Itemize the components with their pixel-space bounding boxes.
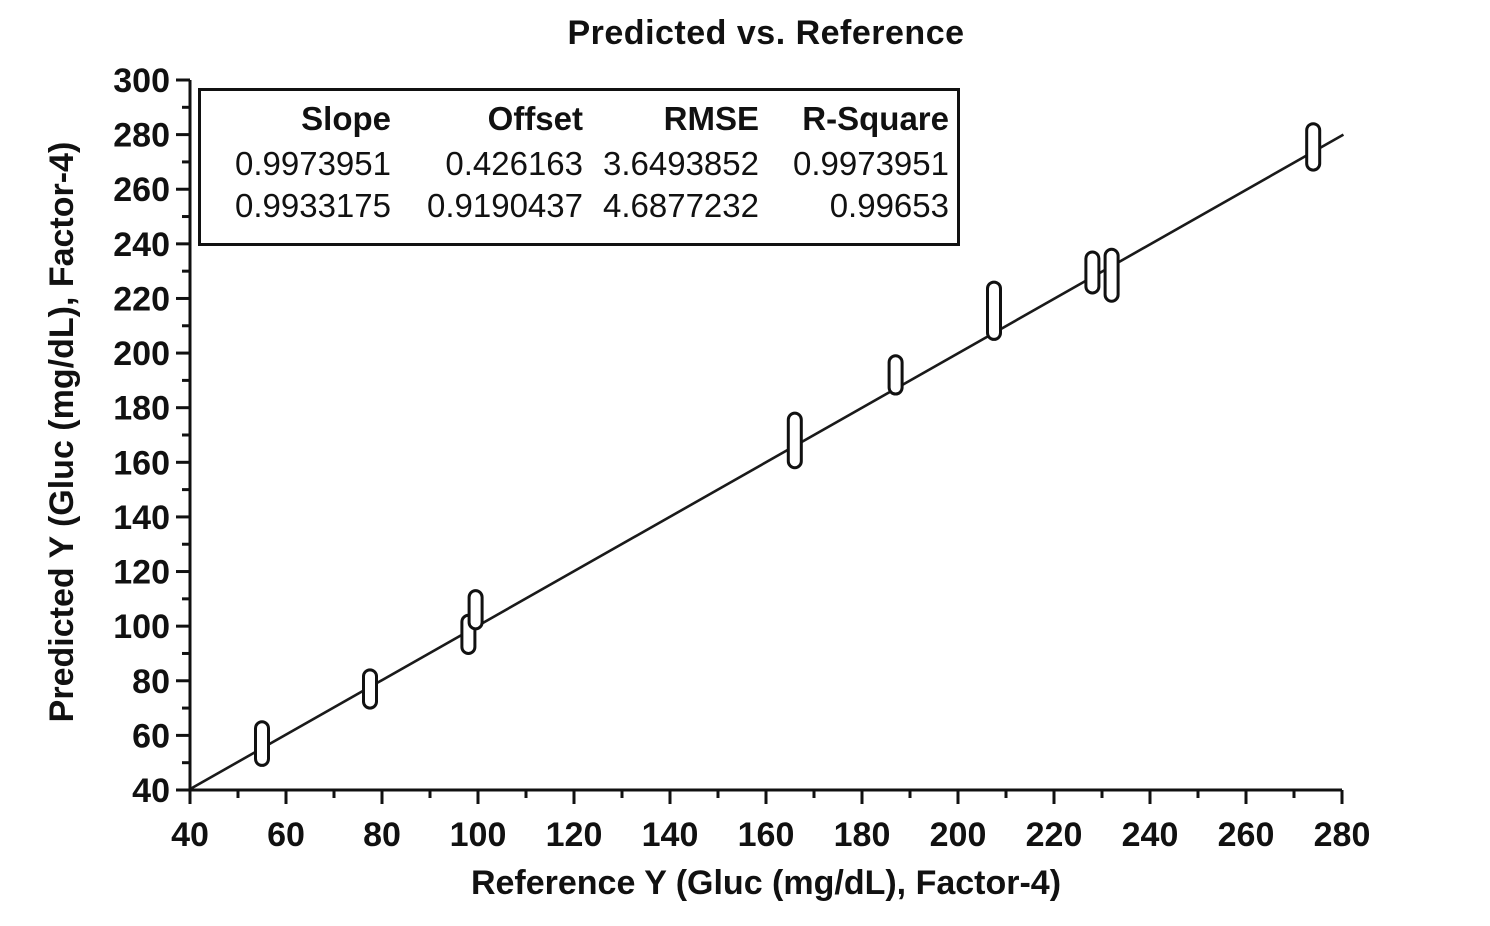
y-tick-label: 180	[113, 390, 170, 428]
x-tick-label: 60	[267, 816, 305, 854]
data-point-capsule	[887, 354, 904, 396]
stats-row2-rsquare: 0.99653	[829, 187, 949, 224]
data-point-capsule	[1305, 122, 1322, 172]
tick-labels: 40 60 80 100 120 140 160 180 200 220 240 260 280 40 60…	[113, 62, 1370, 854]
fit-line	[189, 133, 1345, 791]
fit-stats-box: Slope Offset RMSE R-Square 0.9973951 0.4…	[198, 88, 960, 246]
y-tick-label: 300	[113, 62, 170, 100]
data-point-capsule	[786, 411, 803, 470]
y-tick-label: 260	[113, 171, 170, 209]
data-point-capsule	[986, 280, 1002, 341]
y-tick-label: 40	[132, 772, 170, 810]
stats-row1-rsquare: 0.9973951	[793, 145, 949, 182]
y-axis-title: Predicted Y (Gluc (mg/dL), Factor-4)	[43, 141, 81, 723]
chart-title: Predicted vs. Reference	[567, 14, 965, 52]
stats-header-rmse: RMSE	[663, 100, 759, 137]
x-tick-label: 260	[1218, 816, 1275, 854]
y-tick-label: 60	[132, 717, 170, 755]
stats-row2-offset: 0.9190437	[427, 187, 583, 224]
stats-row-2: 0.9933175 0.9190437 4.6877232 0.99653	[201, 185, 957, 227]
x-tick-label: 120	[546, 816, 603, 854]
y-tick-label: 100	[113, 608, 170, 646]
fit-stats-table: Slope Offset RMSE R-Square 0.9973951 0.4…	[201, 91, 957, 227]
y-tick-label: 120	[113, 554, 170, 592]
data-point-capsule	[1103, 247, 1120, 303]
data-point-capsule	[467, 589, 484, 631]
stats-header-offset: Offset	[487, 100, 583, 137]
x-tick-label: 140	[642, 816, 699, 854]
x-tick-label: 200	[930, 816, 987, 854]
x-tick-label: 40	[171, 816, 209, 854]
stats-row1-offset: 0.426163	[445, 145, 583, 182]
stats-row2-rmse: 4.6877232	[603, 187, 759, 224]
y-tick-label: 160	[113, 444, 170, 482]
data-point-capsule	[1084, 250, 1101, 295]
x-tick-label: 80	[363, 816, 401, 854]
stats-header-row: Slope Offset RMSE R-Square	[201, 91, 957, 143]
x-tick-label: 180	[834, 816, 891, 854]
data-point-capsule	[254, 720, 270, 767]
x-tick-label: 280	[1314, 816, 1371, 854]
x-tick-label: 240	[1122, 816, 1179, 854]
stats-header-rsquare: R-Square	[802, 100, 949, 137]
x-tick-label: 220	[1026, 816, 1083, 854]
stats-row2-slope: 0.9933175	[235, 187, 391, 224]
data-point-capsule	[362, 668, 378, 710]
x-axis-title: Reference Y (Gluc (mg/dL), Factor-4)	[470, 864, 1062, 902]
y-tick-label: 140	[113, 499, 170, 537]
axis-ticks	[176, 78, 1344, 804]
y-tick-label: 240	[113, 226, 170, 264]
y-tick-label: 80	[132, 663, 170, 701]
data-points	[254, 122, 1322, 767]
stats-row-1: 0.9973951 0.426163 3.6493852 0.9973951	[201, 143, 957, 185]
stats-header-slope: Slope	[301, 100, 391, 137]
x-tick-label: 160	[738, 816, 795, 854]
x-tick-label: 100	[450, 816, 507, 854]
y-tick-label: 280	[113, 117, 170, 155]
y-tick-label: 200	[113, 335, 170, 373]
stats-row1-slope: 0.9973951	[235, 145, 391, 182]
stats-row1-rmse: 3.6493852	[603, 145, 759, 182]
y-tick-label: 220	[113, 280, 170, 318]
